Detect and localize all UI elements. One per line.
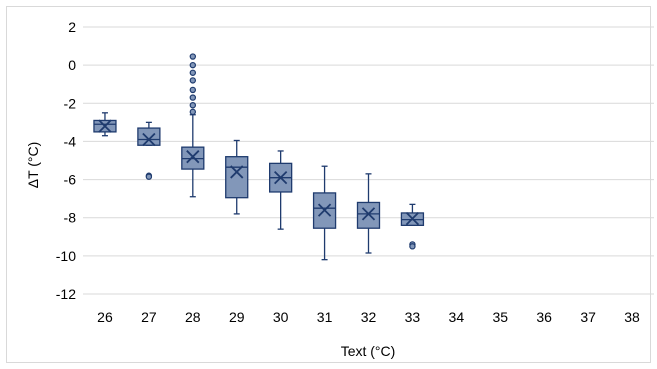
- outlier-point: [189, 77, 197, 84]
- outlier-point: [409, 243, 416, 250]
- x-tick-label: 37: [580, 309, 596, 325]
- mean-marker: [186, 150, 200, 164]
- x-tick-label: 32: [361, 309, 377, 325]
- x-tick-label: 30: [273, 309, 289, 325]
- y-tick-label: -8: [64, 210, 77, 226]
- x-tick-label: 36: [536, 309, 552, 325]
- y-tick-label: -12: [56, 286, 76, 302]
- x-tick-label: 29: [229, 309, 245, 325]
- box-29: [225, 139, 249, 215]
- x-tick-label: 35: [492, 309, 508, 325]
- box-27: [137, 121, 161, 180]
- outlier-point: [189, 69, 197, 76]
- outlier-point: [145, 173, 153, 180]
- box-28: [181, 53, 205, 198]
- outlier-point: [189, 108, 197, 116]
- y-tick-label: -10: [56, 248, 76, 264]
- mean-marker: [274, 171, 288, 185]
- y-tick-label: 0: [68, 57, 76, 73]
- x-tick-label: 28: [185, 309, 201, 325]
- mean-marker: [142, 132, 156, 147]
- iqr-box: [356, 201, 381, 229]
- mean-marker: [317, 203, 332, 217]
- mean-marker: [98, 119, 112, 133]
- mean-marker: [361, 207, 376, 221]
- box-32: [356, 173, 381, 254]
- outlier-point: [189, 53, 197, 60]
- x-tick-label: 33: [405, 309, 421, 325]
- mean-marker: [405, 212, 420, 226]
- box-30: [269, 150, 293, 230]
- iqr-box: [137, 127, 161, 146]
- x-tick-label: 31: [317, 309, 333, 325]
- mean-marker: [230, 165, 244, 179]
- box-series: [93, 53, 425, 261]
- y-axis-tick-labels: 2 0 -2 -4 -6 -8 -10 -12: [56, 19, 76, 302]
- box-26: [93, 112, 117, 137]
- iqr-box: [225, 156, 249, 199]
- gridlines: [83, 26, 654, 295]
- box-31: [312, 165, 337, 261]
- x-tick-label: 27: [141, 309, 157, 325]
- x-axis-tick-labels: 26 27 28 29 30 31 32 33 34 35 36 37 38: [97, 309, 640, 325]
- outlier-point: [189, 101, 197, 109]
- y-tick-label: -6: [64, 172, 77, 188]
- outlier-point: [189, 86, 197, 94]
- box-33: [400, 203, 425, 250]
- x-tick-label: 26: [97, 309, 113, 325]
- x-tick-label: 38: [624, 309, 640, 325]
- y-axis-title: ΔT (°C): [25, 142, 41, 189]
- outlier-point: [189, 94, 197, 101]
- y-tick-label: 2: [68, 19, 76, 35]
- x-axis-title: Text (°C): [341, 343, 396, 359]
- y-tick-label: -2: [64, 95, 77, 111]
- outlier-point: [189, 61, 197, 69]
- y-tick-label: -4: [64, 133, 77, 149]
- x-tick-label: 34: [449, 309, 465, 325]
